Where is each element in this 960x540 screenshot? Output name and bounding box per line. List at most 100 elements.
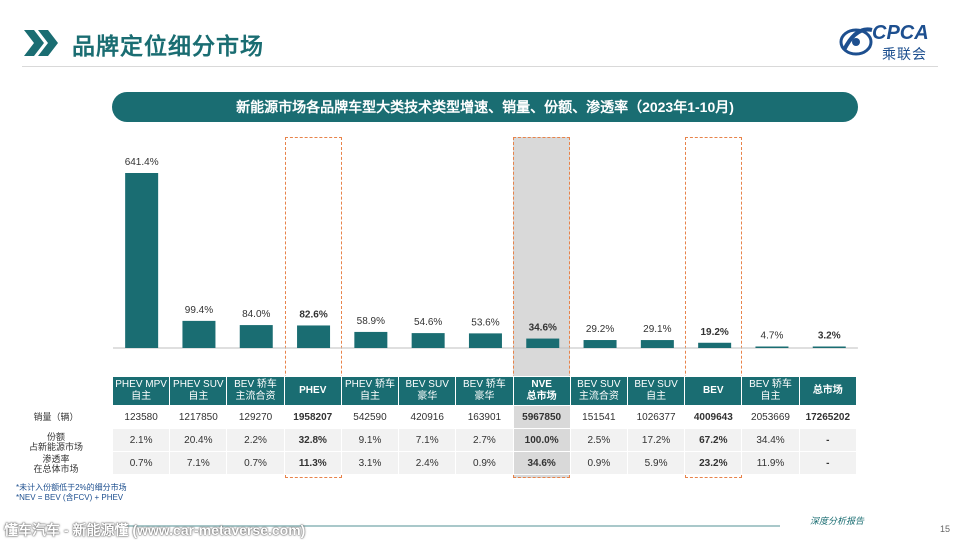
- report-label: 深度分析报告: [810, 516, 865, 526]
- table-cell: 34.4%: [741, 428, 800, 452]
- column-header: BEV: [684, 376, 743, 406]
- table-cell: 2.2%: [226, 428, 285, 452]
- logo-swoosh-icon: [839, 27, 873, 56]
- table-cell: 7.1%: [169, 451, 228, 475]
- data-label: 84.0%: [242, 309, 270, 320]
- table-cell: 11.9%: [741, 451, 800, 475]
- table-cell: 3.1%: [340, 451, 400, 475]
- highlight-box-bev: [685, 137, 742, 478]
- chart-banner-title: 新能源市场各品牌车型大类技术类型增速、销量、份额、渗透率（2023年1-10月): [112, 92, 858, 122]
- bar: [411, 333, 445, 348]
- table-cell: 4009643: [684, 405, 743, 429]
- column-header: BEV SUV 豪华: [398, 376, 457, 406]
- table-cell: 0.7%: [226, 451, 285, 475]
- footnote: *未计入份额低于2%的细分市场: [16, 483, 127, 492]
- column-header: BEV SUV 自主: [626, 376, 686, 406]
- table-cell: 11.3%: [283, 451, 342, 475]
- table-cell: 2.5%: [569, 428, 628, 452]
- data-label: 58.9%: [357, 316, 385, 327]
- table-cell: 9.1%: [340, 428, 400, 452]
- table-cell: 2.1%: [111, 428, 171, 452]
- table-cell: -: [798, 428, 858, 452]
- table-cell: 123580: [111, 405, 171, 429]
- data-label: 34.6%: [529, 323, 557, 334]
- data-label: 99.4%: [185, 305, 213, 316]
- column-header: BEV 轿车 豪华: [455, 376, 514, 406]
- table-cell: 0.7%: [111, 451, 171, 475]
- growth-bar-chart: 641.4% 99.4% 84.0% 82.6% 58.9% 54.6% 53.6% 34.6…: [113, 157, 858, 349]
- table-cell: 151541: [569, 405, 628, 429]
- data-label: 82.6%: [299, 309, 327, 320]
- table-cell: 2.7%: [455, 428, 514, 452]
- column-header: BEV 轿车 自主: [741, 376, 800, 406]
- bar: [468, 333, 502, 348]
- table-cell: 23.2%: [684, 451, 743, 475]
- column-header: BEV SUV 主流合资: [569, 376, 628, 406]
- table-cell: 542590: [340, 405, 400, 429]
- data-label: 54.6%: [414, 317, 442, 328]
- column-header: PHEV MPV 自主: [111, 376, 171, 406]
- bar: [812, 346, 846, 348]
- bar: [239, 325, 273, 348]
- bar: [698, 342, 732, 348]
- page-title: 品牌定位细分市场: [72, 33, 264, 59]
- bar: [182, 320, 216, 348]
- table-cell: 7.1%: [398, 428, 457, 452]
- bar: [755, 346, 789, 348]
- data-label: 29.1%: [643, 324, 671, 335]
- cpca-logo: CPCA 乘联会: [836, 20, 940, 62]
- table-cell: 129270: [226, 405, 285, 429]
- bar: [526, 338, 560, 348]
- table-cell: 67.2%: [684, 428, 743, 452]
- bar: [354, 331, 388, 348]
- table-cell: 1958207: [283, 405, 342, 429]
- data-label: 29.2%: [586, 324, 614, 335]
- logo-text-cn: 乘联会: [882, 46, 927, 62]
- table-cell: 0.9%: [569, 451, 628, 475]
- row-label-penetration: 渗透率 在总体市场: [33, 454, 79, 474]
- page-number: 15: [940, 524, 951, 534]
- logo-text: CPCA: [872, 22, 929, 44]
- header-divider: [22, 66, 938, 67]
- row-label-sales: 销量（辆）: [33, 412, 79, 422]
- bar: [125, 173, 159, 348]
- column-header: PHEV: [283, 376, 342, 406]
- highlight-box-phev: [285, 137, 342, 478]
- column-header: PHEV SUV 自主: [169, 376, 228, 406]
- data-label: 53.6%: [471, 317, 499, 328]
- data-label: 4.7%: [761, 331, 784, 342]
- table-cell: -: [798, 451, 858, 475]
- table-cell: 17265202: [798, 405, 858, 429]
- bar: [640, 340, 674, 348]
- column-header: PHEV 轿车 自主: [340, 376, 400, 406]
- table-cell: 1026377: [626, 405, 686, 429]
- table-cell: 163901: [455, 405, 514, 429]
- table-cell: 34.6%: [512, 451, 571, 475]
- data-label: 3.2%: [818, 331, 841, 342]
- table-cell: 100.0%: [512, 428, 571, 452]
- highlight-box-nve: [513, 137, 570, 478]
- row-label-share: 份额 占新能源市场: [28, 432, 83, 452]
- watermark: 懂车汽车 - 新能源懂 (www.car-metaverse.com): [4, 522, 306, 538]
- footer-line: [120, 525, 780, 527]
- bar: [583, 340, 617, 348]
- table-cell: 20.4%: [169, 428, 228, 452]
- table-cell: 5967850: [512, 405, 571, 429]
- table-cell: 2.4%: [398, 451, 457, 475]
- table-cell: 0.9%: [455, 451, 514, 475]
- column-header: BEV 轿车 主流合资: [226, 376, 285, 406]
- footnote: *NEV = BEV (含FCV) + PHEV: [16, 493, 124, 502]
- table-cell: 17.2%: [626, 428, 686, 452]
- table-cell: 1217850: [169, 405, 228, 429]
- data-label: 19.2%: [700, 327, 728, 338]
- table-cell: 32.8%: [283, 428, 342, 452]
- data-label: 641.4%: [125, 157, 159, 168]
- table-cell: 5.9%: [626, 451, 686, 475]
- table-cell: 420916: [398, 405, 457, 429]
- column-header: 总市场: [798, 376, 858, 406]
- bar: [297, 325, 331, 348]
- column-header: NVE 总市场: [512, 376, 571, 406]
- table-cell: 2053669: [741, 405, 800, 429]
- chevron-right-icon: [24, 30, 58, 56]
- data-table: PHEV MPV 自主 PHEV SUV 自主 BEV 轿车 主流合资 PHEV PHE…: [111, 376, 858, 475]
